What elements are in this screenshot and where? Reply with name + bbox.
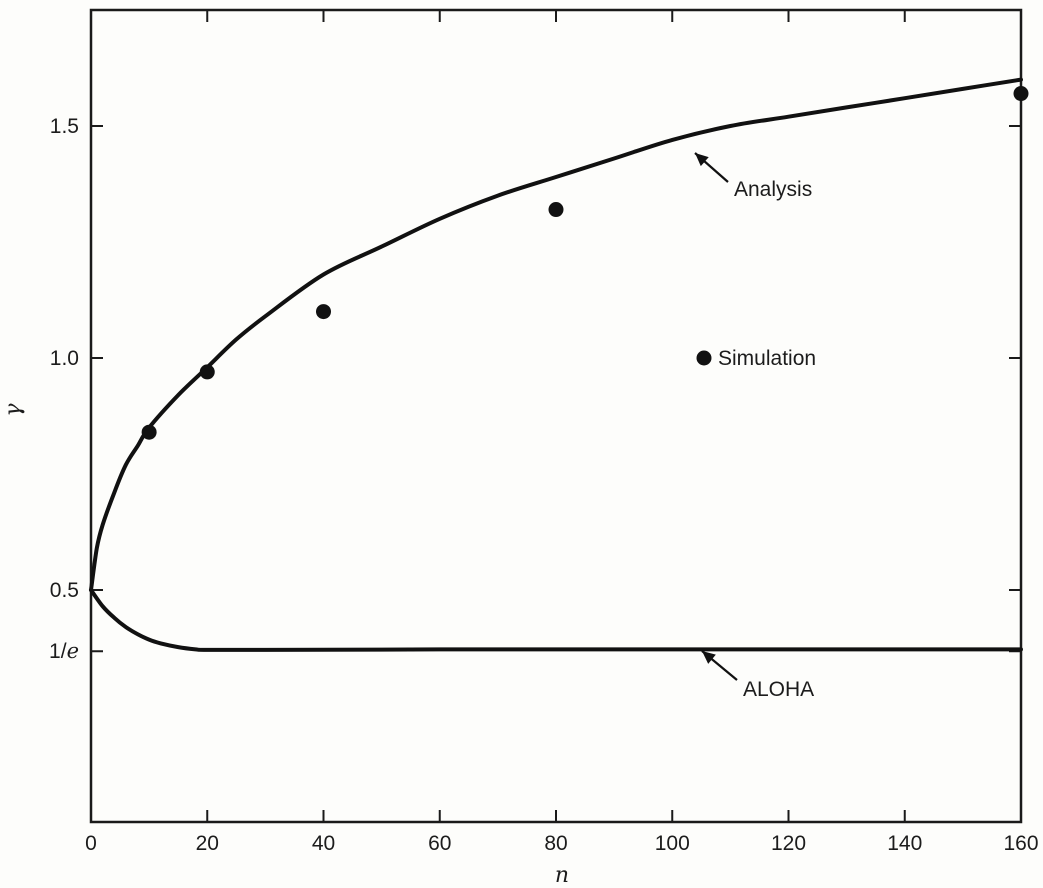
simulation-point <box>548 202 564 218</box>
annotations: Analysis Simulation ALOHA <box>694 152 816 701</box>
x-tick-label: 100 <box>655 832 690 855</box>
y-tick-label: 1/e <box>49 639 79 663</box>
y-axis-ticks: 1/e 0.5 1.0 1.5 <box>49 115 1021 663</box>
plot-frame <box>89 8 1023 824</box>
series-line-analysis <box>89 77 1023 592</box>
aloha-arrow-head <box>702 651 716 664</box>
x-tick-label: 40 <box>312 832 335 855</box>
y-tick-label: 0.5 <box>50 579 79 602</box>
x-tick-label: 120 <box>771 832 806 855</box>
simulation-legend-marker <box>696 350 712 366</box>
x-tick-label: 60 <box>428 832 451 855</box>
series-layer <box>89 77 1029 652</box>
x-tick-label: 0 <box>85 832 97 855</box>
x-tick-label: 140 <box>887 832 922 855</box>
simulation-point <box>141 424 157 440</box>
analysis-label: Analysis <box>734 178 812 201</box>
x-tick-label: 80 <box>544 832 567 855</box>
series-line-aloha <box>89 588 1023 652</box>
y-tick-label: 1.5 <box>50 115 79 138</box>
x-axis-title: n <box>555 863 569 888</box>
y-tick-label: 1.0 <box>50 347 79 370</box>
simulation-point <box>199 364 215 380</box>
simulation-point <box>1013 86 1029 102</box>
x-axis-ticks: 0 20 40 60 80 100 120 140 160 <box>85 10 1039 855</box>
analysis-arrow-head <box>695 153 709 167</box>
y-axis-title: γ <box>1 403 26 417</box>
simulation-label: Simulation <box>718 347 816 370</box>
aloha-label: ALOHA <box>743 678 814 701</box>
x-tick-label: 160 <box>1003 832 1038 855</box>
x-tick-label: 20 <box>196 832 219 855</box>
simulation-point <box>316 304 331 320</box>
